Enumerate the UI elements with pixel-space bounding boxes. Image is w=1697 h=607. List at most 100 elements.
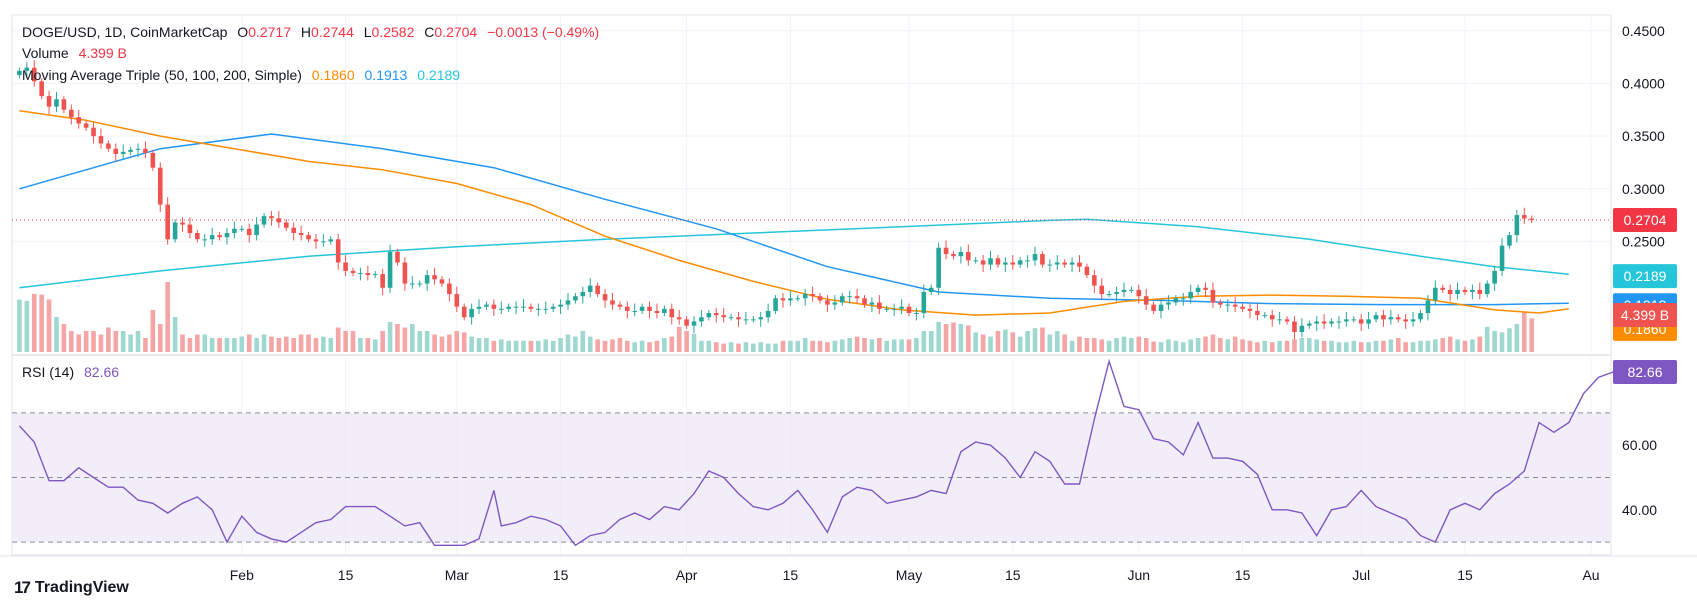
volume-bar xyxy=(1418,340,1423,352)
candle-body xyxy=(1047,264,1053,266)
candle-body xyxy=(721,315,726,318)
volume-bar xyxy=(528,340,534,352)
candle-body xyxy=(751,319,756,321)
candle-body xyxy=(691,321,697,326)
volume-bar xyxy=(684,331,689,352)
time-tick-label: Jul xyxy=(1352,567,1370,583)
volume-bar xyxy=(1462,340,1468,352)
candle-body xyxy=(788,298,793,301)
volume-bar xyxy=(484,338,489,352)
volume-bar xyxy=(380,331,385,352)
candle-body xyxy=(1440,287,1446,290)
candle-body xyxy=(1521,215,1527,219)
candle-body xyxy=(995,258,1001,265)
candle-body xyxy=(157,167,163,205)
volume-bar xyxy=(491,340,497,352)
volume-bar xyxy=(157,324,163,352)
candle-body xyxy=(128,149,133,152)
candle-body xyxy=(1484,283,1490,295)
volume-bar xyxy=(1136,336,1142,352)
close-value: 0.2704 xyxy=(434,24,478,40)
volume-bar xyxy=(699,340,704,352)
volume-bar xyxy=(706,340,712,352)
candle-body xyxy=(484,304,489,307)
candle-body xyxy=(832,302,838,305)
candle-body xyxy=(921,291,927,314)
candle-body xyxy=(825,300,830,305)
candle-body xyxy=(365,273,371,276)
volume-bar xyxy=(691,333,697,352)
volume-bar xyxy=(1262,340,1268,352)
time-tick-label: 15 xyxy=(1457,567,1473,583)
candle-body xyxy=(46,96,52,107)
candle-body xyxy=(1269,315,1275,320)
rsi-legend: RSI (14) 82.66 xyxy=(22,362,119,382)
volume-bar xyxy=(232,338,237,352)
candle-body xyxy=(958,251,964,257)
volume-bar xyxy=(1269,342,1275,352)
ma200-tag: 0.2189 xyxy=(1613,264,1677,289)
volume-bar xyxy=(1433,339,1438,352)
volume-bar xyxy=(298,334,304,352)
candle-body xyxy=(98,136,104,144)
volume-bar xyxy=(1492,331,1497,352)
candle-body xyxy=(135,148,141,150)
time-tick-label: 15 xyxy=(783,567,799,583)
candle-body xyxy=(839,296,845,303)
close-key: C xyxy=(424,24,435,40)
candle-body xyxy=(232,228,237,233)
volume-legend: Volume 4.399 B xyxy=(22,43,127,63)
volume-bar xyxy=(135,331,141,352)
candle-body xyxy=(1277,319,1282,321)
candle-body xyxy=(454,294,460,307)
volume-label[interactable]: Volume xyxy=(22,45,69,61)
candle-body xyxy=(817,296,823,301)
candle-body xyxy=(1381,315,1386,320)
rsi-label[interactable]: RSI (14) xyxy=(22,364,75,380)
candle-body xyxy=(1418,313,1423,320)
volume-bar xyxy=(24,300,30,352)
candle-body xyxy=(802,294,808,299)
ma-label[interactable]: Moving Average Triple (50, 100, 200, Sim… xyxy=(22,67,302,83)
candle-body xyxy=(988,258,993,265)
volume-bar xyxy=(891,339,897,352)
candle-body xyxy=(1462,289,1468,292)
volume-bar xyxy=(951,322,956,352)
tradingview-logo[interactable]: 17 TradingView xyxy=(14,578,129,598)
candle-body xyxy=(476,306,482,309)
volume-bar xyxy=(246,334,252,352)
volume-bar xyxy=(31,293,37,352)
volume-tag-box xyxy=(1613,303,1677,327)
volume-bar xyxy=(1358,342,1364,352)
volume-bar xyxy=(1255,342,1260,352)
time-tick-label: Apr xyxy=(676,567,698,583)
volume-bar xyxy=(847,338,852,352)
candle-body xyxy=(773,298,778,311)
volume-bar xyxy=(899,339,904,352)
volume-bar xyxy=(980,334,986,352)
candle-body xyxy=(795,298,801,300)
volume-bar xyxy=(1425,340,1431,352)
candle-body xyxy=(1299,325,1305,332)
volume-bar xyxy=(973,332,979,352)
candle-body xyxy=(180,222,185,225)
candle-body xyxy=(1499,245,1505,271)
symbol-label[interactable]: DOGE/USD, 1D, CoinMarketCap xyxy=(22,24,228,40)
candle-body xyxy=(543,308,549,310)
volume-tag: 4.399 B xyxy=(1613,303,1677,327)
volume-bar xyxy=(765,343,771,352)
candle-body xyxy=(1529,218,1534,220)
time-tick-label: Jun xyxy=(1128,567,1151,583)
candle-body xyxy=(387,251,393,288)
candle-body xyxy=(699,317,704,322)
candle-body xyxy=(261,216,267,225)
volume-bar xyxy=(76,334,82,352)
candle-body xyxy=(1514,215,1520,236)
volume-bar xyxy=(128,334,133,352)
volume-bar xyxy=(1344,342,1349,352)
volume-bar xyxy=(1017,336,1023,352)
volume-bar xyxy=(624,340,630,352)
candle-body xyxy=(1054,262,1060,265)
candle-body xyxy=(1069,262,1075,265)
